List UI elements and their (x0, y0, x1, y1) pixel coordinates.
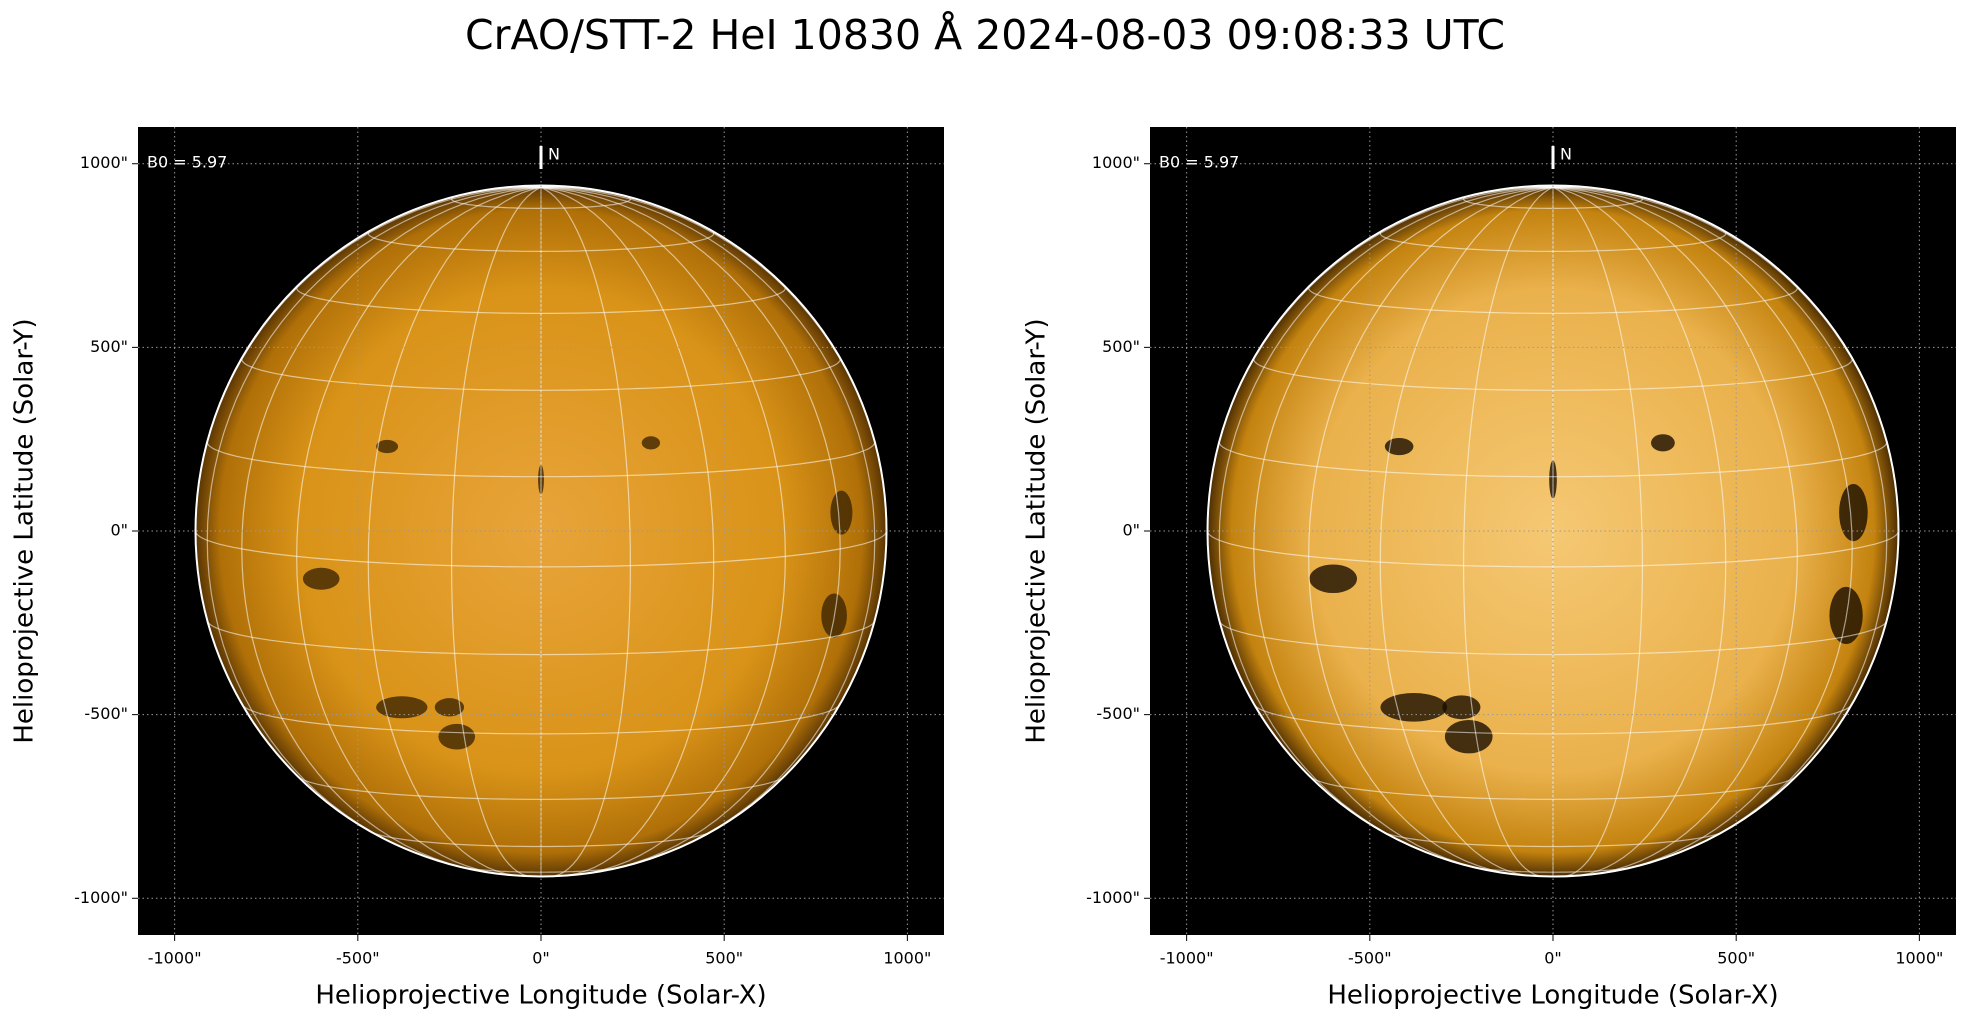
heliographic-grid (1462, 186, 1554, 877)
north-label: N (548, 145, 560, 164)
x-tick-label: 0" (532, 949, 550, 968)
filament (641, 436, 661, 450)
heliographic-grid (1552, 186, 1727, 876)
heliographic-grid (1308, 186, 1554, 875)
heliographic-grid (540, 186, 841, 872)
heliographic-grid (296, 186, 542, 875)
x-axis-label: Helioprojective Longitude (Solar-X) (1327, 981, 1778, 1011)
filament (1651, 434, 1675, 452)
filament (1384, 437, 1414, 456)
heliographic-grid (1218, 186, 1554, 850)
y-tick-label: -500" (1096, 704, 1140, 723)
y-tick-label: 0" (1122, 521, 1140, 540)
x-tick-label: 0" (1544, 949, 1562, 968)
filament (434, 698, 465, 717)
y-tick-label: 0" (110, 521, 128, 540)
x-tick-label: 500" (1717, 949, 1755, 968)
x-tick-label: 1000" (1895, 949, 1943, 968)
heliographic-grid (1379, 186, 1554, 876)
y-tick-label: -1000" (74, 888, 128, 907)
x-tick-label: 1000" (883, 949, 931, 968)
y-axis-label: Helioprojective Latitude (Solar-Y) (10, 318, 40, 743)
heliographic-grid (1552, 186, 1888, 850)
heliographic-grid (540, 186, 786, 875)
filament (1309, 564, 1357, 594)
heliographic-grid (206, 186, 542, 850)
heliographic-grid (1253, 186, 1554, 872)
annotation: B0 = 5.97 (147, 153, 227, 172)
filament (1380, 693, 1448, 722)
heliographic-grid (540, 186, 632, 877)
x-tick-label: -500" (1348, 949, 1392, 968)
filament (1444, 720, 1493, 754)
annotation: B0 = 5.97 (1159, 153, 1239, 172)
y-tick-label: -500" (84, 704, 128, 723)
plot-area (194, 184, 888, 878)
heliographic-grid (1552, 186, 1644, 877)
heliographic-grid (1552, 186, 1798, 875)
filament (1839, 484, 1868, 542)
filament (438, 723, 476, 750)
y-tick-label: 1000" (1092, 153, 1140, 172)
x-tick-label: -1000" (148, 949, 202, 968)
heliographic-grid (241, 186, 542, 872)
heliographic-grid (1552, 186, 1853, 872)
y-tick-label: 1000" (80, 153, 128, 172)
y-axis-label: Helioprojective Latitude (Solar-Y) (1022, 318, 1052, 743)
x-tick-label: 500" (705, 949, 743, 968)
y-tick-label: 500" (90, 337, 128, 356)
filament (830, 490, 853, 535)
north-label: N (1560, 145, 1572, 164)
y-tick-label: -1000" (1086, 888, 1140, 907)
filament (376, 696, 428, 719)
filament (302, 567, 340, 590)
plot-area (1206, 184, 1900, 878)
filament (1442, 695, 1481, 720)
x-tick-label: -500" (336, 949, 380, 968)
y-tick-label: 500" (1102, 337, 1140, 356)
heliographic-grid (540, 186, 715, 876)
x-tick-label: -1000" (1160, 949, 1214, 968)
filament (376, 439, 399, 454)
heliographic-grid (450, 186, 542, 877)
x-axis-label: Helioprojective Longitude (Solar-X) (315, 981, 766, 1011)
heliographic-grid (367, 186, 542, 876)
figure-title: CrAO/STT-2 HeI 10830 Å 2024-08-03 09:08:… (465, 11, 1505, 59)
heliographic-grid (540, 186, 876, 850)
